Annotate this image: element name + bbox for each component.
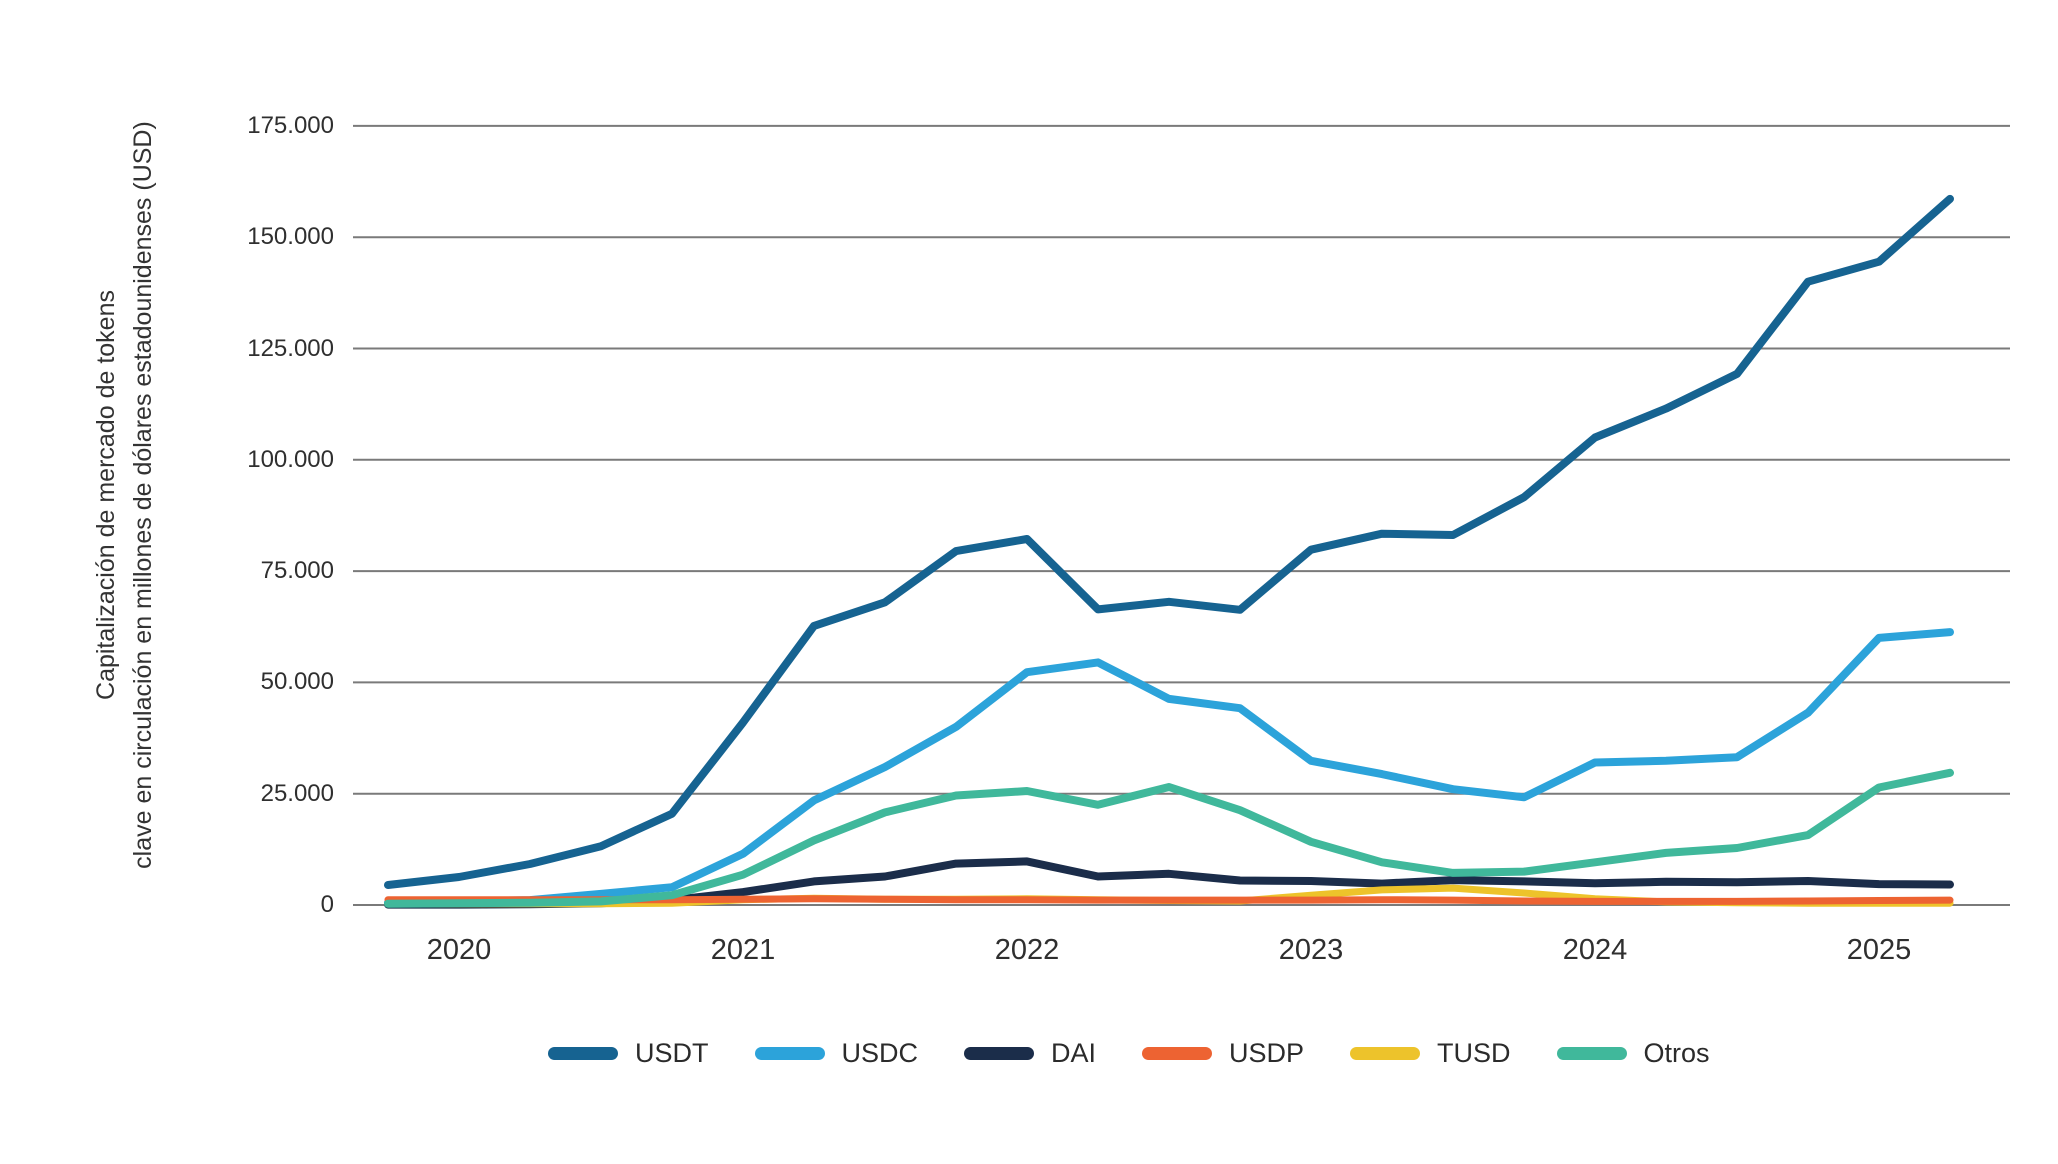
- y-tick-label-175.000: 175.000: [247, 111, 334, 139]
- legend-label-dai: DAI: [1051, 1038, 1097, 1068]
- legend-item-usdp[interactable]: USDP: [1142, 1040, 1304, 1067]
- legend-label-usdt: USDT: [635, 1038, 709, 1068]
- legend-item-usdt[interactable]: USDT: [548, 1040, 709, 1067]
- series-line-otros: [384, 768, 1954, 908]
- y-tick-label-125.000: 125.000: [247, 334, 334, 362]
- legend-label-usdc: USDC: [841, 1038, 919, 1068]
- series-line-usdc: [384, 628, 1954, 907]
- legend-item-otros[interactable]: Otros: [1556, 1038, 1710, 1068]
- legend: USDT USDC DAI USDP TUSD Otros: [548, 1040, 1710, 1067]
- legend-swatch-dai: [964, 1047, 1035, 1060]
- x-tick-label-2021: 2021: [710, 934, 776, 966]
- x-tick-label-2025: 2025: [1846, 934, 1912, 966]
- y-tick-label-25.000: 25.000: [260, 779, 334, 807]
- legend-swatch-otros: [1556, 1047, 1627, 1060]
- legend-item-tusd[interactable]: TUSD: [1350, 1040, 1511, 1067]
- x-tick-label-2024: 2024: [1562, 934, 1628, 966]
- legend-label-tusd: TUSD: [1437, 1038, 1511, 1068]
- legend-swatch-usdc: [754, 1047, 825, 1060]
- x-tick-label-2020: 2020: [426, 934, 492, 966]
- legend-label-usdp: USDP: [1229, 1038, 1305, 1068]
- y-axis-title-line1: Capitalización de mercado de tokens: [92, 290, 120, 700]
- y-tick-label-75.000: 75.000: [260, 557, 334, 585]
- x-tick-label-2022: 2022: [994, 934, 1060, 966]
- legend-label-otros: Otros: [1643, 1038, 1710, 1068]
- y-tick-label-150.000: 150.000: [247, 223, 334, 251]
- y-tick-label-0: 0: [320, 891, 334, 918]
- legend-swatch-usdp: [1142, 1047, 1213, 1060]
- series-line-usdt: [384, 194, 1954, 889]
- y-tick-label-50.000: 50.000: [260, 668, 334, 696]
- legend-swatch-usdt: [548, 1047, 618, 1060]
- legend-item-dai[interactable]: DAI: [964, 1040, 1096, 1067]
- legend-item-usdc[interactable]: USDC: [754, 1038, 919, 1068]
- legend-swatch-tusd: [1350, 1047, 1421, 1060]
- y-tick-label-100.000: 100.000: [247, 445, 334, 473]
- y-axis-title-line2: clave en circulación en millones de dóla…: [129, 121, 157, 869]
- x-tick-label-2023: 2023: [1278, 934, 1344, 966]
